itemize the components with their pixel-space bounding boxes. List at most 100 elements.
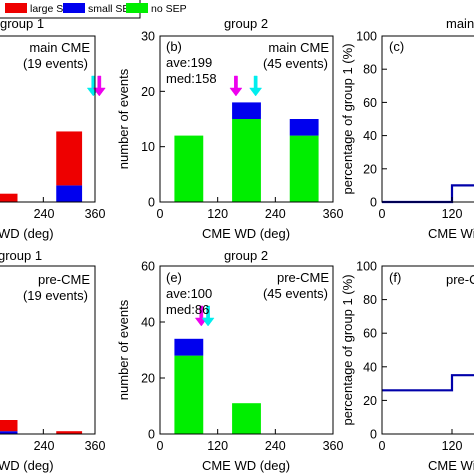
panel-c-ylabel: percentage of group 1 (%) [340, 43, 355, 194]
panel-c: 0 20 40 60 80 100 0 120 main (c) percentage of … [340, 16, 474, 241]
panel-b-annotation-med: med:158 [166, 71, 217, 86]
panel-a-bar-large-sep-0 [0, 193, 18, 202]
legend-swatch-no-sep [126, 3, 148, 13]
panel-b-xtick-label: 120 [207, 207, 228, 221]
legend: large SEP small SEP no SEP [0, 0, 187, 19]
panel-e-xtick-label: 240 [265, 439, 286, 453]
panel-b-ylabel: number of events [116, 68, 131, 169]
panel-d-xlabel: WD (deg) [0, 458, 54, 473]
panel-e: 0 20 40 60 0 120 240 360 group 2 (e) ave:100 me… [116, 248, 343, 473]
panel-b-xtick-label: 360 [323, 207, 344, 221]
panel-d-bar-large-sep-0 [0, 420, 18, 432]
panel-e-cyan-arrow [201, 305, 215, 327]
panel-f: 0 20 40 60 80 100 0 120 pre-C (f) percentage of… [340, 260, 474, 473]
panel-b-label: (b) [166, 39, 182, 54]
panel-b-ytick-label: 10 [141, 140, 155, 154]
panel-d-annotation-events: (19 events) [23, 288, 88, 303]
panel-b: 0 10 20 30 0 120 240 360 group 2 (b) ave:199 me… [116, 16, 343, 241]
panel-f-ytick-label: 20 [363, 394, 377, 408]
panel-e-label: (e) [166, 270, 182, 285]
panel-d-bar-small-sep-0 [0, 431, 18, 434]
panel-f-xlabel: CME Wi [428, 458, 474, 473]
panel-b-cyan-arrow [249, 75, 263, 97]
panel-f-ylabel: percentage of group 1 (%) [340, 274, 355, 425]
legend-label-small-sep: small SEP [88, 3, 136, 15]
panel-a-bar-small-sep-1 [56, 185, 83, 202]
panel-b-title: group 2 [224, 16, 268, 31]
panel-e-frame [159, 265, 334, 435]
panel-b-xtick-label: 240 [265, 207, 286, 221]
panel-c-ytick-label: 80 [363, 63, 377, 77]
panel-f-xtick-label: 0 [379, 439, 386, 453]
panel-b-annotation-cme: main CME [268, 40, 329, 55]
panel-e-ytick-label: 40 [141, 316, 155, 330]
panel-c-step-line [382, 184, 474, 204]
panel-e-annotation-events: (45 events) [263, 286, 328, 301]
panel-a-annotation-cme: main CME [29, 40, 90, 55]
panel-b-annotation-ave: ave:199 [166, 55, 212, 70]
panel-b-magenta-arrow [229, 75, 243, 97]
panel-e-bar-no-sep-1 [232, 403, 261, 434]
panel-b-xtick-label: 0 [157, 207, 164, 221]
panel-f-title: pre-C [446, 272, 474, 287]
panel-d: group 1 pre-CME (19 events) 240 360 WD (… [0, 248, 105, 473]
panel-b-plot: 0 10 20 30 0 120 240 360 [141, 30, 343, 222]
panel-b-annotation-events: (45 events) [263, 56, 328, 71]
panel-f-ytick-label: 60 [363, 327, 377, 341]
panel-b-bar-small-sep-2 [289, 119, 319, 136]
panel-d-xtick-240: 240 [34, 439, 55, 453]
panel-f-ytick-label: 80 [363, 293, 377, 307]
panel-c-ytick-label: 60 [363, 96, 377, 110]
panel-b-ytick-label: 20 [141, 85, 155, 99]
panel-c-ytick-label: 40 [363, 129, 377, 143]
panel-c-label: (c) [389, 39, 404, 54]
panel-a-xtick-240: 240 [34, 207, 55, 221]
panel-f-ytick-label: 0 [370, 428, 377, 442]
panel-b-bar-no-sep-2 [289, 135, 319, 202]
panel-e-xlabel: CME WD (deg) [202, 458, 290, 473]
panel-e-ytick-label: 0 [148, 428, 155, 442]
panel-e-annotation-med: med:86 [166, 302, 209, 317]
panel-d-bar-large-sep-1 [56, 431, 83, 434]
panel-e-plot: 0 20 40 60 0 120 240 360 [141, 260, 343, 454]
panel-a-xlabel: WD (deg) [0, 226, 54, 241]
panel-f-ytick-label: 100 [356, 260, 377, 274]
panel-a: group 1 large SEP small SEP no SEP main … [0, 0, 187, 241]
panel-c-ytick-label: 0 [370, 196, 377, 210]
panel-b-bar-no-sep-1 [232, 119, 261, 202]
panel-c-xtick-label: 0 [379, 207, 386, 221]
panel-e-ytick-label: 60 [141, 260, 155, 274]
panel-a-xtick-360: 360 [85, 207, 106, 221]
panel-b-ytick-label: 0 [148, 196, 155, 210]
panel-b-bar-no-sep-0 [174, 135, 204, 202]
panel-f-label: (f) [389, 270, 401, 285]
legend-label-no-sep: no SEP [151, 3, 187, 15]
panel-a-magenta-arrow [92, 75, 106, 97]
panel-a-title: group 1 [0, 16, 44, 31]
panel-e-ytick-label: 20 [141, 372, 155, 386]
panel-c-title: main [446, 16, 474, 31]
panel-c-ytick-label: 20 [363, 162, 377, 176]
panel-b-frame [159, 35, 334, 203]
panel-e-bar-no-sep-0 [174, 355, 204, 434]
panel-c-plot: 0 20 40 60 80 100 0 120 [356, 30, 474, 221]
panel-f-frame [381, 265, 474, 435]
legend-swatch-large-sep [5, 3, 27, 13]
panel-f-step-line [382, 374, 474, 392]
panel-b-ytick-label: 30 [141, 30, 155, 44]
panel-d-annotation-cme: pre-CME [38, 272, 90, 287]
panel-a-frame [0, 35, 96, 203]
panel-e-xtick-label: 120 [207, 439, 228, 453]
panel-e-annotation-ave: ave:100 [166, 286, 212, 301]
panel-f-plot: 0 20 40 60 80 100 0 120 [356, 260, 474, 453]
panel-c-frame [381, 35, 474, 203]
panel-a-bar-large-sep-1 [56, 131, 83, 186]
panel-c-xlabel: CME Wi [428, 226, 474, 241]
panel-d-xtick-360: 360 [85, 439, 106, 453]
panel-e-bar-small-sep-0 [174, 338, 204, 356]
panel-e-xtick-label: 360 [323, 439, 344, 453]
panel-e-ylabel: number of events [116, 299, 131, 400]
panel-b-bar-small-sep-1 [232, 102, 261, 119]
panel-a-plot [0, 75, 106, 202]
